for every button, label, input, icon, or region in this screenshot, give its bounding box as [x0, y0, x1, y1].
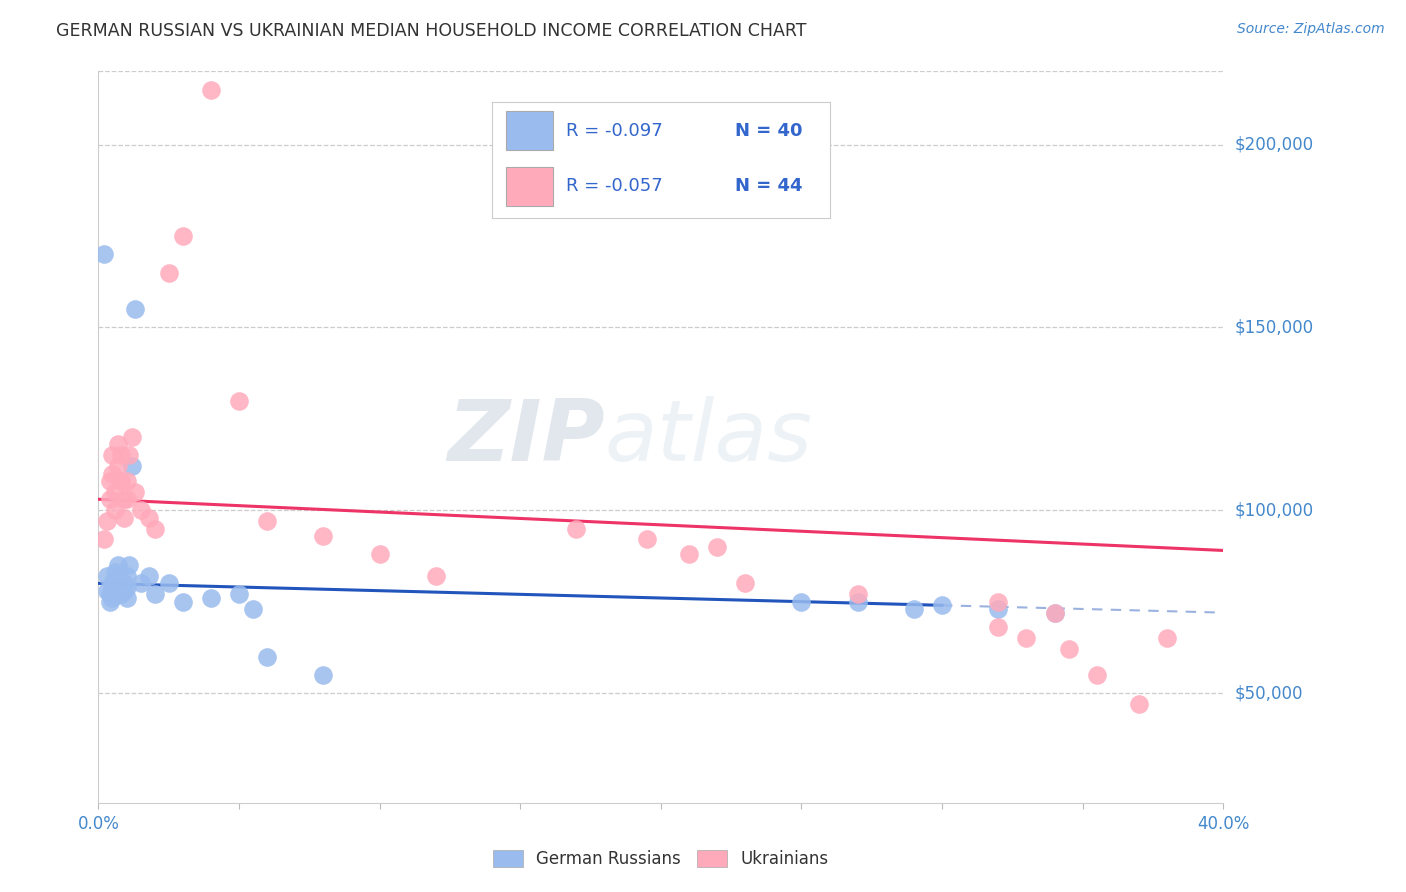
Point	[987, 594, 1010, 608]
Point	[121, 430, 143, 444]
Point	[110, 474, 132, 488]
Point	[228, 393, 250, 408]
Point	[115, 591, 138, 605]
Point	[846, 594, 869, 608]
Point	[256, 514, 278, 528]
Point	[110, 587, 132, 601]
Point	[96, 583, 118, 598]
Point	[104, 503, 127, 517]
FancyBboxPatch shape	[506, 167, 553, 206]
Point	[129, 576, 152, 591]
Point	[101, 580, 124, 594]
Point	[96, 514, 118, 528]
FancyBboxPatch shape	[506, 111, 553, 151]
Point	[565, 521, 588, 535]
Text: $100,000: $100,000	[1234, 501, 1313, 519]
Point	[93, 533, 115, 547]
Point	[129, 503, 152, 517]
Point	[157, 576, 180, 591]
Point	[101, 448, 124, 462]
Point	[112, 510, 135, 524]
Point	[790, 594, 813, 608]
Point	[107, 583, 129, 598]
Point	[104, 485, 127, 500]
Text: ZIP: ZIP	[447, 395, 605, 479]
Point	[903, 602, 925, 616]
Point	[98, 474, 121, 488]
Point	[93, 247, 115, 261]
Point	[98, 492, 121, 507]
Point	[118, 448, 141, 462]
Point	[112, 576, 135, 591]
Point	[101, 576, 124, 591]
Point	[846, 587, 869, 601]
Text: N = 44: N = 44	[735, 178, 803, 195]
Point	[425, 569, 447, 583]
Point	[101, 467, 124, 481]
Point	[124, 301, 146, 317]
Point	[312, 667, 335, 681]
Point	[115, 569, 138, 583]
Point	[1128, 697, 1150, 711]
Point	[104, 576, 127, 591]
Legend: German Russians, Ukrainians: German Russians, Ukrainians	[486, 843, 835, 875]
Text: $150,000: $150,000	[1234, 318, 1313, 336]
Point	[124, 485, 146, 500]
Point	[107, 459, 129, 474]
Point	[312, 529, 335, 543]
Point	[143, 521, 166, 535]
Point	[1085, 667, 1108, 681]
Point	[110, 448, 132, 462]
Text: $50,000: $50,000	[1234, 684, 1303, 702]
Point	[368, 547, 391, 561]
Point	[228, 587, 250, 601]
Point	[1043, 606, 1066, 620]
Point	[115, 474, 138, 488]
Point	[1057, 642, 1080, 657]
Point	[115, 580, 138, 594]
Point	[112, 583, 135, 598]
Point	[987, 602, 1010, 616]
Point	[107, 558, 129, 573]
Point	[987, 620, 1010, 634]
Point	[931, 599, 953, 613]
Point	[101, 591, 124, 605]
Point	[138, 569, 160, 583]
Point	[98, 594, 121, 608]
Point	[200, 82, 222, 96]
Point	[104, 566, 127, 580]
Point	[107, 569, 129, 583]
Point	[636, 533, 658, 547]
Point	[256, 649, 278, 664]
Text: Source: ZipAtlas.com: Source: ZipAtlas.com	[1237, 22, 1385, 37]
Point	[678, 547, 700, 561]
Point	[115, 492, 138, 507]
Text: $200,000: $200,000	[1234, 136, 1313, 153]
Point	[172, 228, 194, 243]
Point	[107, 437, 129, 451]
Point	[157, 266, 180, 280]
Text: R = -0.097: R = -0.097	[567, 121, 664, 140]
Point	[112, 492, 135, 507]
Point	[98, 587, 121, 601]
Point	[1015, 632, 1038, 646]
Point	[172, 594, 194, 608]
Point	[138, 510, 160, 524]
Point	[734, 576, 756, 591]
Point	[200, 591, 222, 605]
Point	[118, 558, 141, 573]
Text: atlas: atlas	[605, 395, 813, 479]
Text: GERMAN RUSSIAN VS UKRAINIAN MEDIAN HOUSEHOLD INCOME CORRELATION CHART: GERMAN RUSSIAN VS UKRAINIAN MEDIAN HOUSE…	[56, 22, 807, 40]
Point	[104, 583, 127, 598]
Point	[242, 602, 264, 616]
Point	[96, 569, 118, 583]
Point	[1156, 632, 1178, 646]
Point	[110, 576, 132, 591]
Point	[143, 587, 166, 601]
Point	[706, 540, 728, 554]
Text: R = -0.057: R = -0.057	[567, 178, 664, 195]
Text: N = 40: N = 40	[735, 121, 803, 140]
Point	[1043, 606, 1066, 620]
Point	[121, 459, 143, 474]
